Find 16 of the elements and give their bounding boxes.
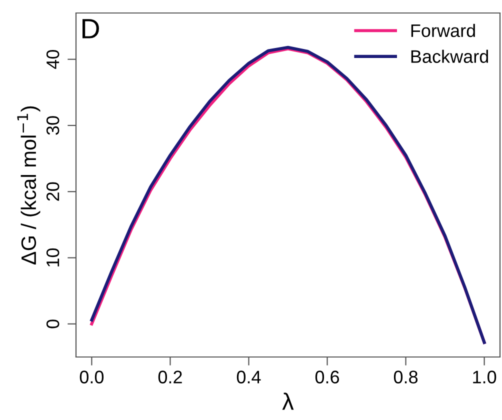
x-tick-label: 0.8 xyxy=(394,370,418,384)
legend-label: Forward xyxy=(411,24,475,38)
x-tick-label: 0.6 xyxy=(315,370,340,384)
x-axis-title: λ xyxy=(282,392,294,410)
x-tick-label: 0.2 xyxy=(158,370,182,384)
y-tick-label: 40 xyxy=(46,50,60,69)
annotation: D xyxy=(82,19,99,38)
y-tick-label: 30 xyxy=(46,116,60,135)
y-tick-label: 20 xyxy=(46,182,60,201)
y-tick-label: 0 xyxy=(46,320,60,328)
legend-label: Backward xyxy=(411,50,488,63)
y-tick-label: 10 xyxy=(46,248,60,266)
x-tick-label: 0.4 xyxy=(236,370,261,384)
y-axis-title: ΔG / (kcal mol$^{−1}$) xyxy=(17,106,40,264)
x-tick-label: 0.0 xyxy=(80,370,104,384)
x-tick-label: 1.0 xyxy=(473,370,496,384)
